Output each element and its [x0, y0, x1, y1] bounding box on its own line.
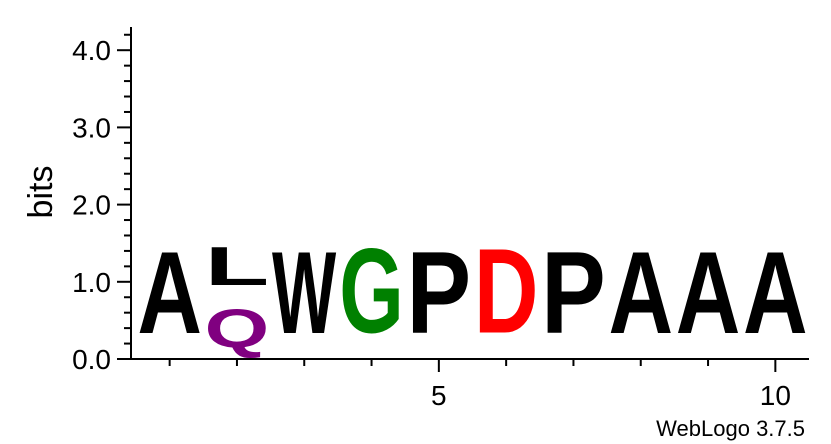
logo-letter-Q-pos-2: Q [205, 297, 270, 359]
svg-text:A: A [137, 229, 202, 359]
y-tick-label: 1.0 [72, 267, 111, 298]
x-tick-label: 10 [760, 380, 791, 411]
svg-text:A: A [608, 229, 673, 359]
logo-letter-A-pos-10: A [743, 229, 808, 359]
logo-letter-L-pos-2: L [205, 235, 270, 296]
logo-letter-P-pos-7: P [541, 227, 606, 358]
svg-text:P: P [541, 227, 606, 358]
x-axis: 5 10 [131, 358, 809, 411]
svg-text:D: D [474, 223, 539, 358]
y-axis: 0.0 1.0 2.0 3.0 4.0 [72, 27, 132, 375]
y-tick-label: 0.0 [72, 344, 111, 375]
logo-letter-A-pos-1: A [137, 229, 202, 359]
weblogo-version-label: WebLogo 3.7.5 [656, 416, 805, 441]
svg-text:A: A [743, 229, 808, 359]
logo-letter-P-pos-5: P [407, 227, 472, 358]
logo-letter-G-pos-4: G [339, 223, 404, 358]
logo-letter-W-pos-3: W [272, 228, 337, 359]
y-tick-label: 2.0 [72, 190, 111, 221]
letter-stacks: A QL W G P D P A A A [137, 223, 807, 359]
logo-letter-A-pos-8: A [608, 229, 673, 359]
y-tick-label: 3.0 [72, 112, 111, 143]
logo-letter-D-pos-6: D [474, 223, 539, 358]
svg-text:P: P [407, 227, 472, 358]
svg-text:W: W [272, 228, 337, 359]
logo-letter-A-pos-9: A [676, 229, 741, 359]
svg-text:G: G [339, 223, 404, 358]
y-tick-label: 4.0 [72, 35, 111, 66]
svg-text:L: L [205, 235, 270, 296]
svg-text:A: A [676, 229, 741, 359]
y-axis-title: bits [22, 166, 60, 219]
x-tick-label: 5 [431, 380, 447, 411]
svg-text:Q: Q [205, 297, 270, 359]
